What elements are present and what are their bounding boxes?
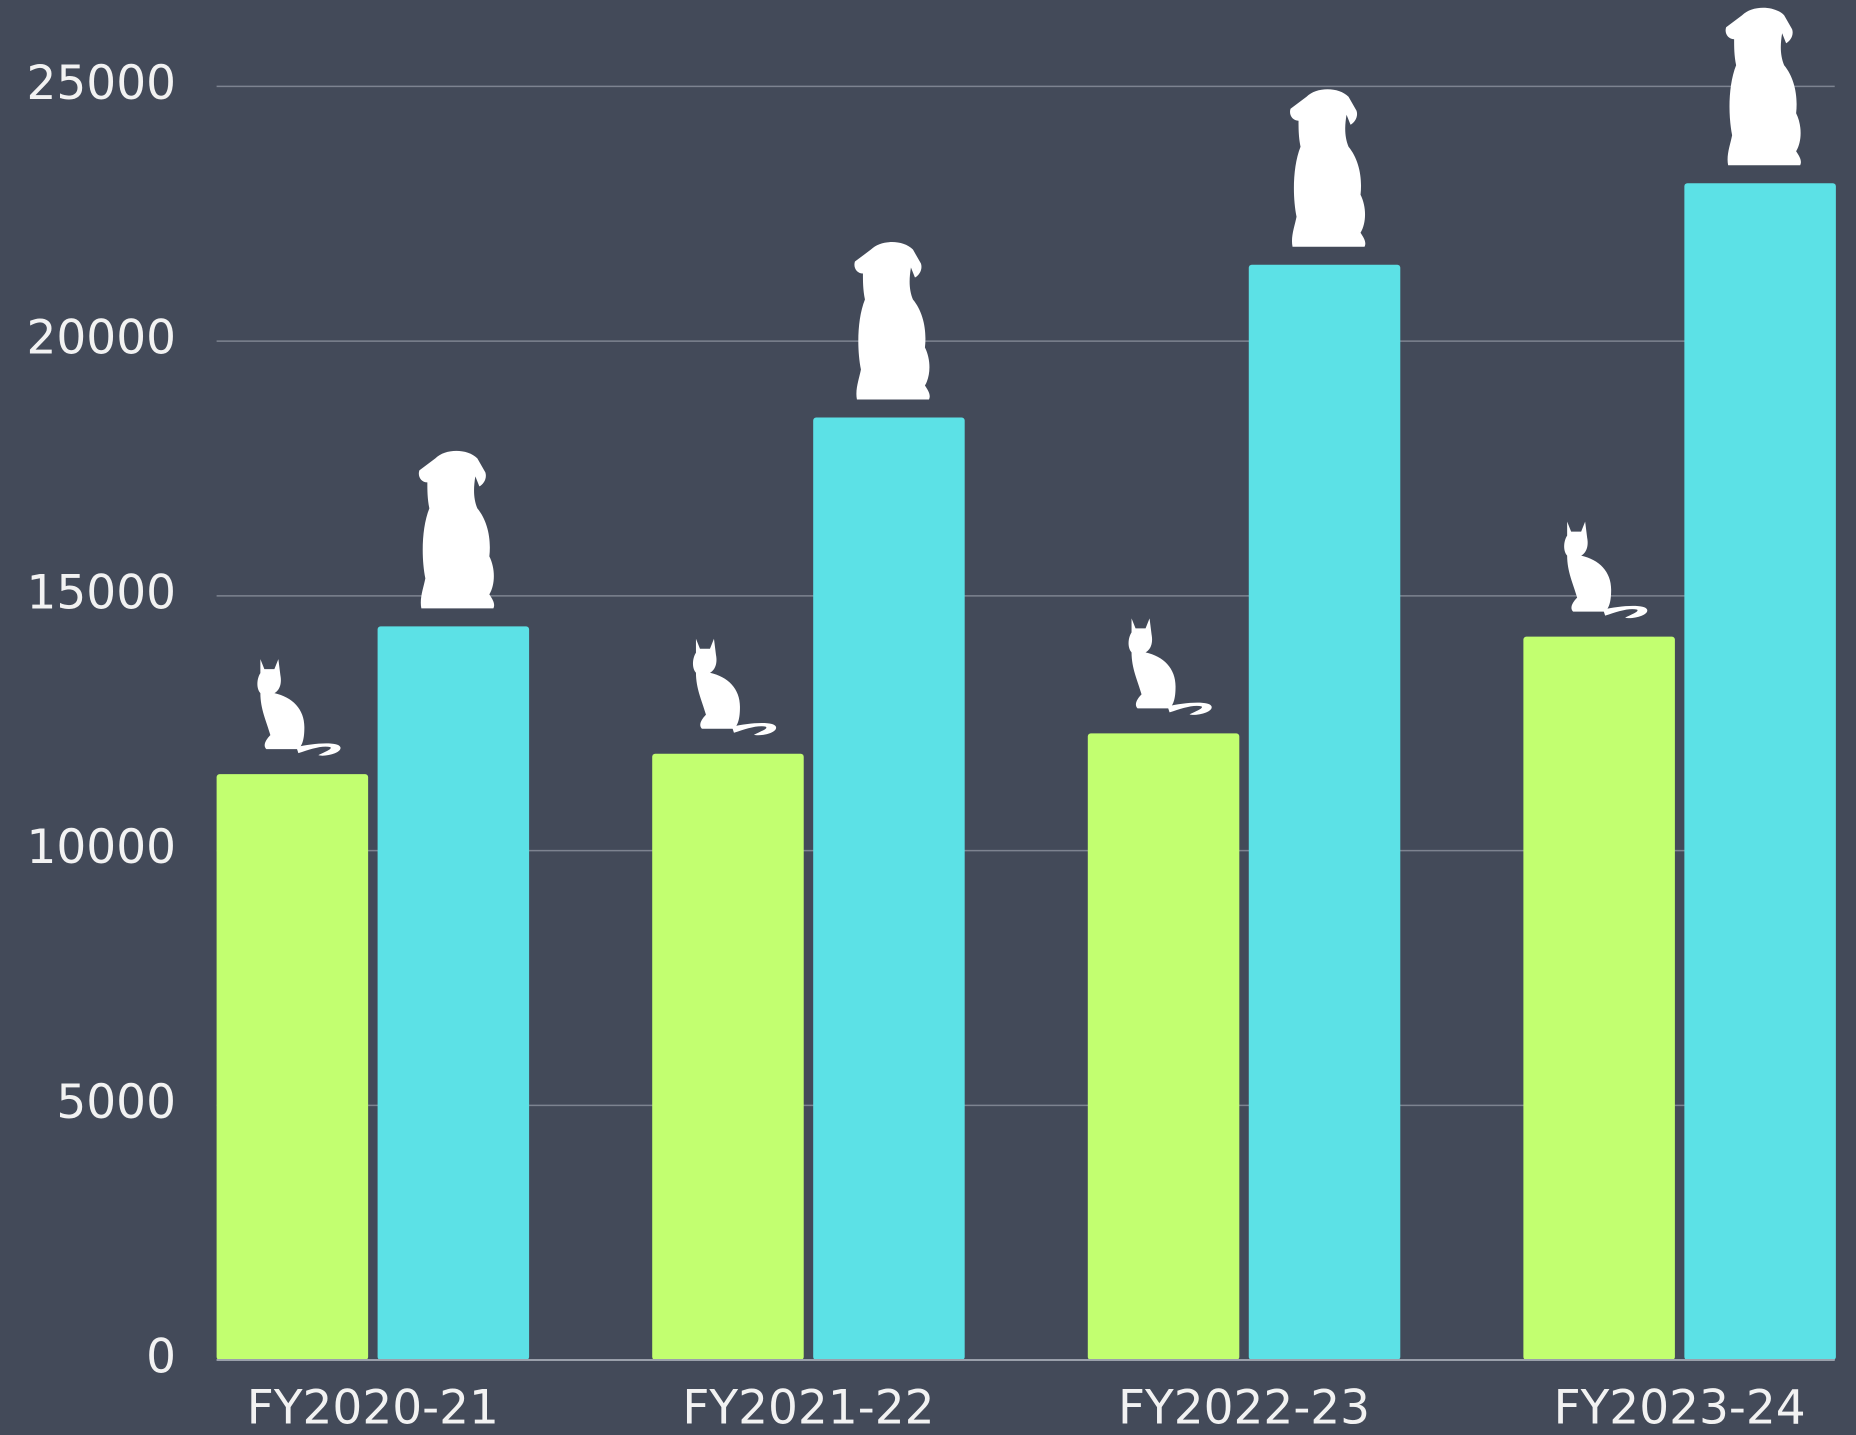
dog-icon	[854, 242, 930, 400]
cat-shape	[1128, 618, 1176, 709]
dog-icon	[1290, 89, 1366, 247]
cat-icon	[692, 638, 777, 736]
dog-shape	[854, 242, 930, 400]
y-tick-label: 15000	[26, 565, 176, 620]
bar	[216, 774, 369, 1361]
bar	[377, 626, 530, 1361]
x-tick-label: FY2023-24	[1554, 1381, 1806, 1435]
x-tick-label: FY2021-22	[682, 1381, 934, 1435]
dog-shape	[1725, 7, 1801, 166]
x-tick-label: FY2022-23	[1118, 1381, 1370, 1435]
cat-icon	[1564, 521, 1648, 619]
cat-tail	[296, 743, 341, 756]
bar	[813, 417, 965, 1361]
bar	[1087, 733, 1240, 1361]
dog-icon	[1725, 7, 1801, 166]
cat-tail	[731, 723, 777, 736]
bar	[652, 753, 804, 1361]
dog-icon	[418, 450, 495, 609]
dog-shape	[1290, 89, 1366, 247]
y-tick-label: 10000	[26, 820, 176, 875]
bar	[1248, 264, 1401, 1361]
cat-tail	[1167, 702, 1212, 715]
x-tick-label: FY2020-21	[247, 1381, 499, 1435]
cat-shape	[1564, 521, 1612, 612]
dog-shape	[418, 450, 495, 609]
y-tick-label: 20000	[26, 311, 176, 366]
y-tick-label: 0	[146, 1330, 176, 1385]
y-tick-label: 5000	[56, 1075, 176, 1130]
cat-icon	[1128, 618, 1212, 715]
cat-icon	[257, 659, 341, 756]
cat-tail	[1603, 605, 1648, 619]
cat-shape	[257, 659, 305, 750]
bar	[1523, 636, 1675, 1361]
bar	[1684, 183, 1836, 1361]
y-tick-label: 25000	[26, 56, 176, 111]
cat-shape	[692, 638, 740, 729]
